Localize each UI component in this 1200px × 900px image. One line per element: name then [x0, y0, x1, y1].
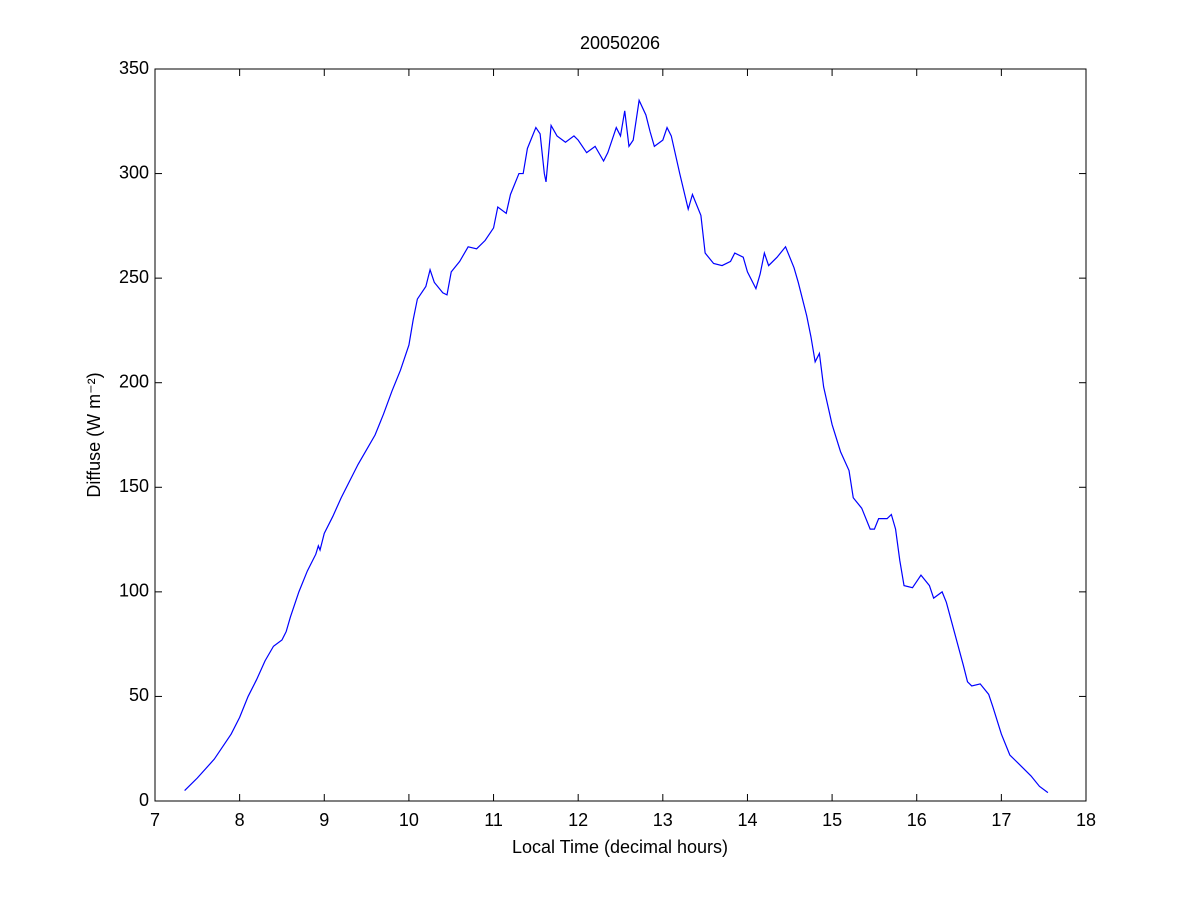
x-tick-label: 9: [319, 810, 329, 830]
x-tick-label: 18: [1076, 810, 1096, 830]
axes-box: [154, 68, 1087, 802]
y-tick-label: 350: [119, 58, 149, 78]
x-tick-label: 14: [737, 810, 757, 830]
y-axis-label: Diffuse (W m⁻²): [84, 372, 104, 497]
x-tick-label: 16: [907, 810, 927, 830]
x-tick-label: 8: [235, 810, 245, 830]
chart-title: 20050206: [580, 33, 660, 53]
y-tick-label: 150: [119, 476, 149, 496]
x-tick-label: 13: [653, 810, 673, 830]
data-line: [184, 98, 1049, 794]
y-tick-label: 100: [119, 581, 149, 601]
y-tick-label: 250: [119, 267, 149, 287]
y-tick-label: 0: [139, 790, 149, 810]
x-tick-label: 17: [991, 810, 1011, 830]
x-axis-label: Local Time (decimal hours): [512, 837, 728, 857]
x-tick-label: 15: [822, 810, 842, 830]
x-tick-label: 12: [568, 810, 588, 830]
y-tick-label: 300: [119, 162, 149, 182]
y-tick-label: 200: [119, 371, 149, 391]
y-tick-label: 50: [129, 685, 149, 705]
x-tick-label: 11: [484, 810, 503, 830]
x-tick-label: 7: [150, 810, 160, 830]
x-tick-label: 10: [399, 810, 419, 830]
